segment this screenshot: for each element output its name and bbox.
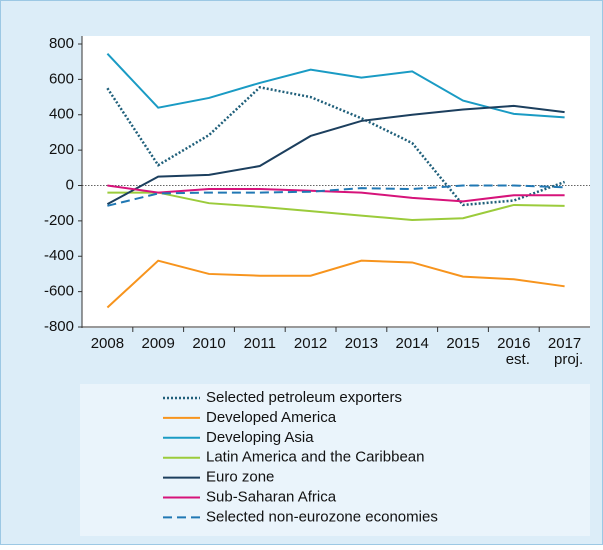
series-line xyxy=(107,184,565,207)
series-line xyxy=(107,191,565,221)
y-tick-label: -200 xyxy=(44,212,74,229)
legend-label: Euro zone xyxy=(206,469,274,486)
y-tick-label: 0 xyxy=(66,176,74,193)
x-tick-label: 2009 xyxy=(142,335,175,352)
x-tick-label: 2017 xyxy=(548,335,581,352)
plot-area xyxy=(82,36,590,328)
x-tick-label: 2008 xyxy=(91,335,124,352)
series-line xyxy=(106,104,565,205)
y-tick-label: -600 xyxy=(44,283,74,300)
x-tick-sublabel: est. xyxy=(506,351,530,368)
y-tick-label: 600 xyxy=(49,70,74,87)
y-tick-label: -800 xyxy=(44,318,74,335)
x-tick-label: 2011 xyxy=(244,335,276,352)
legend-label: Selected petroleum exporters xyxy=(206,389,402,406)
legend-label: Developed America xyxy=(206,409,337,426)
y-tick-label: 400 xyxy=(49,106,74,123)
legend-box xyxy=(80,384,590,536)
x-tick-label: 2013 xyxy=(345,335,378,352)
legend-label: Latin America and the Caribbean xyxy=(206,449,424,466)
series-line xyxy=(106,259,565,309)
series-line xyxy=(107,184,565,203)
y-tick-label: -400 xyxy=(44,247,74,264)
series-line xyxy=(106,85,566,207)
x-tick-label: 2012 xyxy=(294,335,327,352)
legend-label: Developing Asia xyxy=(206,429,314,446)
legend-label: Sub-Saharan Africa xyxy=(206,488,337,505)
x-tick-label: 2010 xyxy=(192,335,225,352)
y-tick-label: 200 xyxy=(49,141,74,158)
x-tick-label: 2014 xyxy=(396,335,429,352)
x-tick-label: 2016 xyxy=(497,335,530,352)
x-tick-label: 2015 xyxy=(446,335,479,352)
y-tick-label: 800 xyxy=(49,35,74,52)
legend-label: Selected non-eurozone economies xyxy=(206,508,438,525)
x-tick-sublabel: proj. xyxy=(554,351,583,368)
